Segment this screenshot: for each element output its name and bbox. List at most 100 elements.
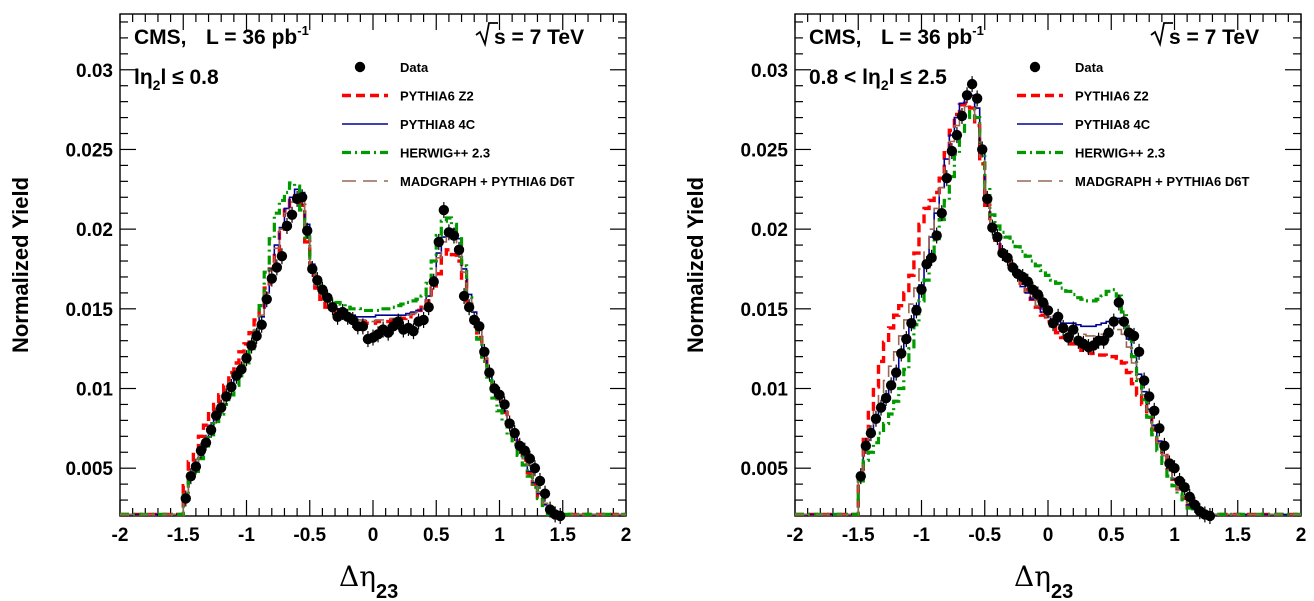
data-point — [195, 445, 207, 456]
data-point — [865, 427, 877, 439]
data-point — [418, 314, 429, 326]
data-point — [916, 284, 927, 295]
data-point — [1159, 440, 1170, 452]
data-point — [875, 402, 887, 413]
data-point — [216, 402, 227, 413]
data-point — [256, 319, 267, 330]
data-point — [317, 284, 328, 295]
data-point — [1037, 297, 1049, 308]
data-point — [1204, 510, 1216, 522]
legend-label: PYTHIA6 Z2 — [400, 89, 474, 104]
data-point — [221, 391, 232, 402]
data-point — [977, 144, 988, 155]
y-tick-label: 0.005 — [740, 459, 788, 480]
legend-label: PYTHIA8 4C — [400, 117, 476, 132]
data-point — [236, 364, 247, 375]
data-point — [1103, 327, 1114, 338]
data-point — [1032, 289, 1044, 300]
data-point — [484, 367, 495, 378]
data-point — [931, 230, 942, 241]
legend-marker-data — [1029, 61, 1041, 73]
experiment-label: CMS, — [809, 26, 862, 49]
data-point — [1068, 324, 1079, 335]
data-point — [185, 470, 197, 482]
y-tick-label: 0.015 — [740, 300, 788, 321]
data-point — [251, 330, 262, 342]
y-tick-label: 0.02 — [76, 220, 113, 241]
x-tick-label: -1.5 — [167, 525, 200, 546]
energy-label: s = 7 TeV — [1150, 22, 1259, 49]
data-point — [936, 208, 947, 219]
x-tick-label: -1 — [238, 525, 255, 546]
data-point — [1128, 330, 1140, 342]
data-point — [281, 220, 293, 232]
x-tick-label: 1.5 — [550, 525, 577, 546]
data-point — [190, 461, 202, 472]
legend-label: Data — [1075, 60, 1104, 75]
data-point — [494, 389, 505, 401]
data-point — [1057, 322, 1069, 334]
luminosity-label: L = 36 pb-1 — [881, 23, 984, 49]
data-point — [504, 418, 515, 429]
data-point — [524, 453, 536, 464]
data-point — [474, 321, 485, 332]
data-point — [1154, 423, 1165, 434]
x-axis-label: Δη23 — [339, 560, 398, 601]
data-point — [271, 262, 283, 273]
energy-text: s = 7 TeV — [494, 26, 584, 49]
data-point — [448, 230, 460, 241]
legend-marker-data — [354, 61, 366, 73]
data-point — [433, 236, 444, 248]
data-point — [1184, 491, 1195, 503]
legend-label: Data — [400, 60, 429, 75]
data-point — [453, 244, 465, 256]
series-line-herwig-2-3 — [120, 181, 626, 517]
data-point — [1022, 276, 1033, 287]
y-tick-label: 0.03 — [76, 61, 113, 82]
data-point — [941, 172, 952, 184]
data-point — [266, 273, 277, 284]
data-point — [855, 470, 866, 482]
data-point — [408, 325, 419, 337]
data-point — [896, 348, 907, 359]
data-point — [555, 510, 566, 522]
data-point — [529, 462, 541, 474]
y-tick-label: 0.005 — [65, 459, 113, 480]
data-point — [286, 209, 298, 220]
energy-text: s = 7 TeV — [1169, 26, 1259, 49]
y-tick-label: 0.015 — [65, 300, 113, 321]
data-point — [393, 316, 404, 327]
plot-frame — [119, 13, 627, 517]
data-point — [302, 225, 313, 236]
data-point — [509, 427, 520, 439]
data-point — [951, 129, 963, 141]
legend-label: HERWIG++ 2.3 — [400, 146, 490, 161]
data-point — [891, 367, 902, 378]
right-panel: -2 -1.5 -1 -0.5 0 0.5 1 1.5 2 0.005 0.01 0.015 0.02 0… — [683, 13, 1306, 601]
series-line-herwig-2-3 — [795, 108, 1301, 517]
x-tick-label: 1 — [1169, 525, 1180, 546]
luminosity-label: L = 36 pb-1 — [206, 23, 309, 49]
data-point — [261, 294, 272, 305]
y-axis-label: Normalized Yield — [683, 177, 708, 353]
y-tick-label: 0.025 — [740, 140, 788, 161]
data-point — [926, 252, 937, 264]
data-point — [1133, 346, 1145, 358]
data-point — [966, 78, 978, 90]
data-point — [276, 251, 288, 262]
data-point — [241, 353, 252, 364]
legend-label: MADGRAPH + PYTHIA6 D6T — [1075, 174, 1249, 189]
legend: Data PYTHIA6 Z2 PYTHIA8 4C HERWIG++ 2.3 MADG… — [1017, 60, 1249, 189]
data-point — [870, 413, 882, 424]
y-tick-label: 0.025 — [65, 140, 113, 161]
y-tick-label: 0.01 — [76, 380, 113, 401]
data-point — [987, 222, 998, 233]
legend-label: PYTHIA6 Z2 — [1075, 89, 1149, 104]
data-point — [296, 192, 308, 203]
legend-label: HERWIG++ 2.3 — [1075, 146, 1165, 161]
sqrt-symbol — [475, 22, 498, 48]
data-point — [1113, 297, 1125, 308]
x-tick-label: 0.5 — [1098, 525, 1125, 546]
legend-label: MADGRAPH + PYTHIA6 D6T — [400, 174, 574, 189]
